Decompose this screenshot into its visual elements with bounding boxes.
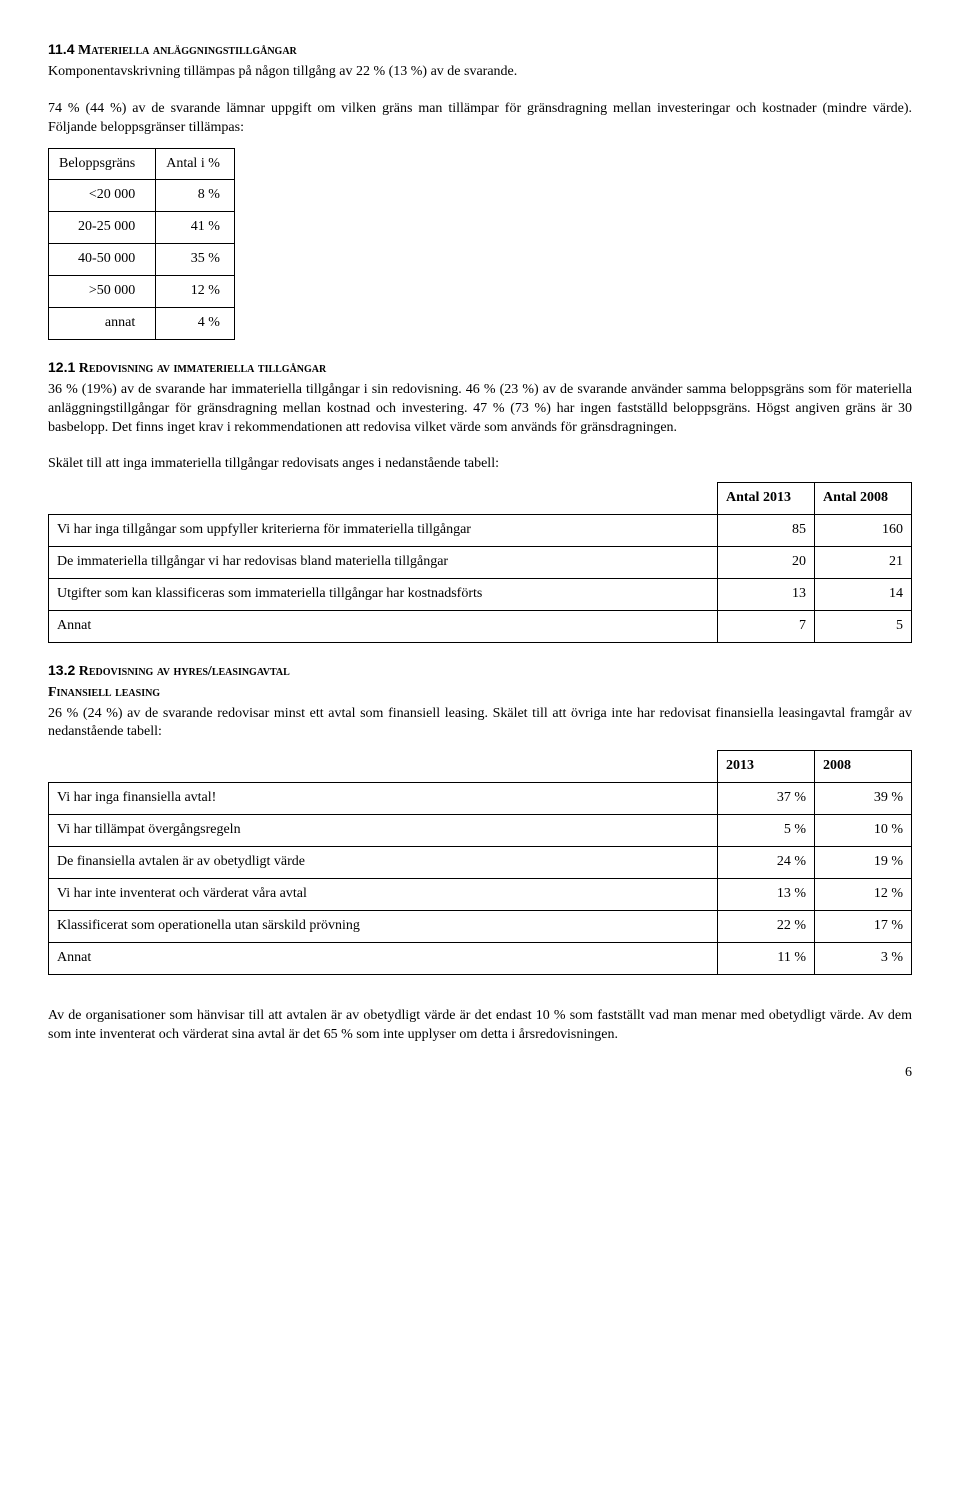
table-cell: 14 xyxy=(815,579,912,611)
table-row: 40-50 000 35 % xyxy=(49,244,235,276)
table-header: 2008 xyxy=(815,751,912,783)
table-cell: De finansiella avtalen är av obetydligt … xyxy=(49,847,718,879)
table-cell: 5 xyxy=(815,610,912,642)
table-row: Annat 7 5 xyxy=(49,610,912,642)
heading-11-4: 11.4 Materiella anläggningstillgångar xyxy=(48,40,912,61)
table-cell: Annat xyxy=(49,610,718,642)
paragraph: 26 % (24 %) av de svarande redovisar min… xyxy=(48,705,912,743)
table-cell: Vi har inte inventerat och värderat våra… xyxy=(49,878,718,910)
table-row: De finansiella avtalen är av obetydligt … xyxy=(49,847,912,879)
table-row: Klassificerat som operationella utan sär… xyxy=(49,910,912,942)
table-header: Beloppsgräns xyxy=(49,148,156,180)
table-cell: 8 % xyxy=(156,180,235,212)
table-cell: 41 % xyxy=(156,212,235,244)
table-row: Vi har inga finansiella avtal! 37 % 39 % xyxy=(49,783,912,815)
table-cell: 22 % xyxy=(718,910,815,942)
table-row: Utgifter som kan klassificeras som immat… xyxy=(49,579,912,611)
table-cell: 35 % xyxy=(156,244,235,276)
table-header: Antal i % xyxy=(156,148,235,180)
table-cell: <20 000 xyxy=(49,180,156,212)
table-row: Annat 11 % 3 % xyxy=(49,942,912,974)
table-cell: 5 % xyxy=(718,815,815,847)
table-cell: 11 % xyxy=(718,942,815,974)
table-cell: 85 xyxy=(718,515,815,547)
table-row: Vi har inga tillgångar som uppfyller kri… xyxy=(49,515,912,547)
heading-num: 11.4 xyxy=(48,41,74,57)
table-cell: 12 % xyxy=(815,878,912,910)
table-cell: 7 xyxy=(718,610,815,642)
table-cell: 24 % xyxy=(718,847,815,879)
table-cell: Utgifter som kan klassificeras som immat… xyxy=(49,579,718,611)
table-cell: 13 % xyxy=(718,878,815,910)
paragraph: Av de organisationer som hänvisar till a… xyxy=(48,1007,912,1045)
table-header xyxy=(49,751,718,783)
paragraph: Skälet till att inga immateriella tillgå… xyxy=(48,455,912,474)
table-cell: 20 xyxy=(718,547,815,579)
heading-num: 12.1 xyxy=(48,359,75,375)
heading-num: 13.2 xyxy=(48,662,75,678)
table-cell: 37 % xyxy=(718,783,815,815)
table-cell: 39 % xyxy=(815,783,912,815)
table-cell: 21 xyxy=(815,547,912,579)
table-row: 20-25 000 41 % xyxy=(49,212,235,244)
page-number: 6 xyxy=(48,1064,912,1083)
table-row: Vi har inte inventerat och värderat våra… xyxy=(49,878,912,910)
table-cell: Klassificerat som operationella utan sär… xyxy=(49,910,718,942)
table-cell: annat xyxy=(49,308,156,340)
table-cell: Vi har inga tillgångar som uppfyller kri… xyxy=(49,515,718,547)
table-header xyxy=(49,483,718,515)
table-cell: 160 xyxy=(815,515,912,547)
table-cell: 12 % xyxy=(156,276,235,308)
table-cell: 40-50 000 xyxy=(49,244,156,276)
table-header: Antal 2008 xyxy=(815,483,912,515)
table-row: Beloppsgräns Antal i % xyxy=(49,148,235,180)
subheading-text: Finansiell leasing xyxy=(48,685,160,700)
heading-text: Redovisning av hyres/leasingavtal xyxy=(79,664,290,679)
heading-text: Redovisning av immateriella tillgångar xyxy=(79,361,327,376)
table-cell: 3 % xyxy=(815,942,912,974)
table-cell: Vi har tillämpat övergångsregeln xyxy=(49,815,718,847)
table-row: 2013 2008 xyxy=(49,751,912,783)
table-cell: 17 % xyxy=(815,910,912,942)
table-cell: De immateriella tillgångar vi har redovi… xyxy=(49,547,718,579)
table-row: De immateriella tillgångar vi har redovi… xyxy=(49,547,912,579)
table-header: Antal 2013 xyxy=(718,483,815,515)
table-row: Vi har tillämpat övergångsregeln 5 % 10 … xyxy=(49,815,912,847)
table-cell: Vi har inga finansiella avtal! xyxy=(49,783,718,815)
table-cell: 4 % xyxy=(156,308,235,340)
subheading-finansiell: Finansiell leasing xyxy=(48,684,912,703)
table-row: <20 000 8 % xyxy=(49,180,235,212)
paragraph: 74 % (44 %) av de svarande lämnar uppgif… xyxy=(48,100,912,138)
heading-12-1: 12.1 Redovisning av immateriella tillgån… xyxy=(48,358,912,379)
heading-13-2: 13.2 Redovisning av hyres/leasingavtal xyxy=(48,661,912,682)
table-immateriella: Antal 2013 Antal 2008 Vi har inga tillgå… xyxy=(48,482,912,642)
table-cell: Annat xyxy=(49,942,718,974)
table-row: >50 000 12 % xyxy=(49,276,235,308)
paragraph: 36 % (19%) av de svarande har immateriel… xyxy=(48,381,912,438)
table-header: 2013 xyxy=(718,751,815,783)
table-cell: 19 % xyxy=(815,847,912,879)
table-cell: 13 xyxy=(718,579,815,611)
heading-text: Materiella anläggningstillgångar xyxy=(78,43,297,58)
table-cell: 20-25 000 xyxy=(49,212,156,244)
table-leasing: 2013 2008 Vi har inga finansiella avtal!… xyxy=(48,750,912,974)
table-cell: >50 000 xyxy=(49,276,156,308)
table-row: annat 4 % xyxy=(49,308,235,340)
table-row: Antal 2013 Antal 2008 xyxy=(49,483,912,515)
table-cell: 10 % xyxy=(815,815,912,847)
paragraph: Komponentavskrivning tillämpas på någon … xyxy=(48,63,912,82)
table-beloppsgranser: Beloppsgräns Antal i % <20 000 8 % 20-25… xyxy=(48,148,235,340)
